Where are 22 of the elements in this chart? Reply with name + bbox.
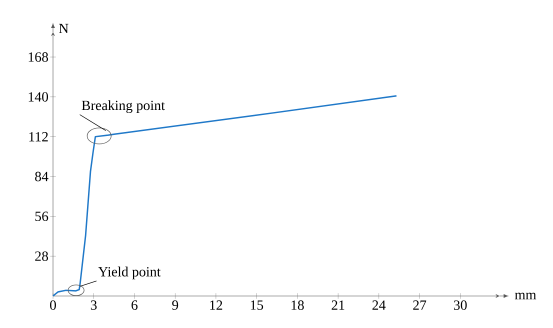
x-tick-label: 21 bbox=[332, 300, 344, 310]
x-tick-label: 24 bbox=[372, 300, 386, 310]
x-tick-label: 0 bbox=[50, 300, 56, 310]
x-tick-label: 15 bbox=[250, 300, 264, 310]
x-tick-label: 30 bbox=[454, 300, 467, 310]
y-tick-label: 56 bbox=[35, 212, 48, 222]
x-tick-label: 9 bbox=[172, 300, 178, 310]
y-axis-title: N bbox=[59, 24, 68, 34]
x-tick-label: 12 bbox=[210, 300, 222, 310]
x-tick-label: 3 bbox=[90, 300, 97, 310]
x-tick-label: 18 bbox=[292, 300, 304, 310]
x-axis-title: mm bbox=[514, 292, 536, 300]
annotation: Yield point bbox=[98, 266, 161, 280]
y-tick-label: 112 bbox=[29, 132, 48, 142]
x-tick-label: 27 bbox=[413, 300, 426, 310]
annotation: Breaking point bbox=[82, 100, 165, 113]
y-tick-label: 168 bbox=[28, 52, 48, 62]
y-tick-label: 84 bbox=[35, 172, 48, 182]
x-tick-label: 6 bbox=[132, 300, 138, 310]
y-tick-label: 140 bbox=[28, 92, 48, 102]
y-tick-label: 28 bbox=[35, 251, 48, 261]
line-series bbox=[52, 95, 398, 297]
